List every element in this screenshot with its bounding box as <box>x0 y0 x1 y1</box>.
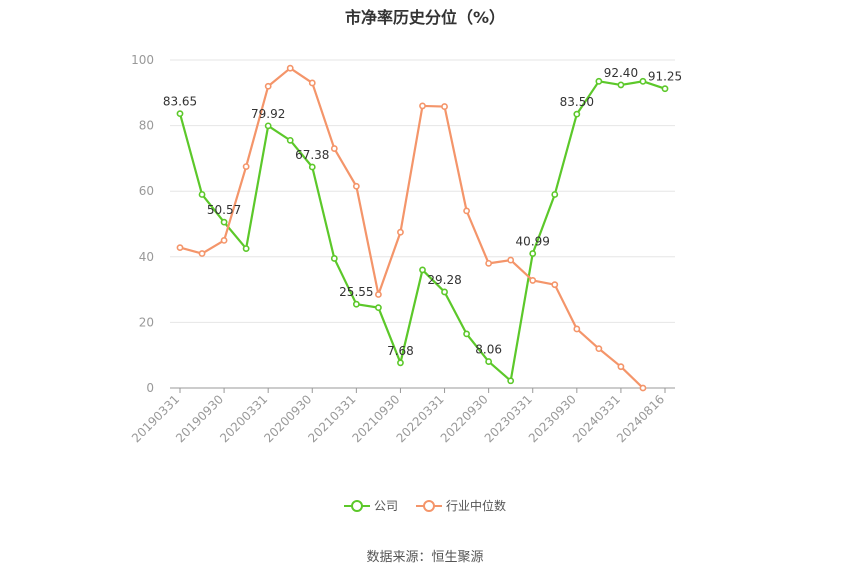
data-label: 83.65 <box>163 95 197 109</box>
data-point-industry <box>617 363 625 371</box>
data-point-industry <box>198 250 206 257</box>
data-point-company <box>639 77 647 85</box>
data-label: 79.92 <box>251 107 285 121</box>
series-line-industry <box>179 67 644 389</box>
data-point-industry <box>551 281 559 289</box>
legend: 公司 行业中位数 <box>0 497 850 514</box>
data-point-industry <box>463 207 470 215</box>
data-point-industry <box>397 228 404 236</box>
y-tick-label: 100 <box>131 53 154 67</box>
data-point-industry <box>220 236 228 244</box>
data-point-company <box>573 110 581 118</box>
data-point-company <box>595 77 603 85</box>
data-point-industry <box>529 277 537 284</box>
data-point-company <box>441 288 448 296</box>
y-tick-label: 80 <box>139 119 154 133</box>
data-point-industry <box>375 291 382 298</box>
y-tick-label: 0 <box>146 381 154 395</box>
data-point-company <box>485 358 493 365</box>
data-point-company <box>551 191 559 198</box>
data-point-industry <box>485 259 493 267</box>
data-point-company <box>220 218 228 226</box>
data-label: 67.38 <box>295 148 329 162</box>
data-point-company <box>661 85 669 93</box>
data-label: 7.68 <box>387 344 414 358</box>
data-point-company <box>242 245 250 252</box>
data-point-industry <box>573 325 581 333</box>
data-point-industry <box>176 244 184 252</box>
legend-swatch-company-icon <box>343 499 370 512</box>
data-source: 数据来源：恒生聚源 <box>366 550 484 565</box>
data-label: 8.06 <box>475 343 502 357</box>
series-line-company <box>178 80 666 382</box>
legend-label-company: 公司 <box>373 499 398 513</box>
y-tick-label: 40 <box>139 250 154 264</box>
data-point-company <box>507 377 515 385</box>
data-label: 50.57 <box>207 203 241 217</box>
data-point-company <box>264 122 272 130</box>
data-point-company <box>419 266 426 274</box>
data-label: 92.40 <box>604 66 638 80</box>
data-point-company <box>330 255 338 262</box>
y-tick-label: 20 <box>139 315 154 329</box>
legend-swatch-industry-icon <box>416 499 442 512</box>
data-point-company <box>352 300 360 308</box>
series-group <box>176 64 669 392</box>
data-point-company <box>286 136 294 144</box>
legend-label-industry: 行业中位数 <box>446 499 507 513</box>
data-labels: 83.65 50.57 79.92 67.38 25.55 7.68 29.28 8.06 40… <box>163 66 682 358</box>
data-point-industry <box>308 79 316 87</box>
data-point-industry <box>264 82 272 90</box>
data-point-industry <box>352 182 360 190</box>
data-point-industry <box>507 256 515 264</box>
grid-lines <box>170 59 675 323</box>
data-point-industry <box>286 64 294 72</box>
chart-title: 市净率历史分位（%） <box>344 8 506 27</box>
data-point-company <box>176 110 184 118</box>
data-point-company <box>308 163 316 171</box>
data-label: 29.28 <box>427 273 461 287</box>
data-point-company <box>375 304 382 312</box>
legend-item-industry[interactable]: 行业中位数 <box>416 497 506 514</box>
data-point-industry <box>441 103 448 110</box>
data-label: 40.99 <box>516 235 550 249</box>
data-label: 83.50 <box>560 95 594 109</box>
data-point-company <box>617 81 625 89</box>
data-point-industry <box>330 145 338 152</box>
data-point-industry <box>242 163 250 170</box>
data-point-industry <box>419 102 426 110</box>
data-point-company <box>529 250 537 257</box>
data-point-company <box>198 191 206 198</box>
x-tick-label: 20240816 <box>614 392 667 445</box>
data-point-industry <box>639 384 647 392</box>
y-tick-label: 60 <box>139 184 154 198</box>
data-point-company <box>463 330 470 338</box>
legend-item-company[interactable]: 公司 <box>343 497 398 514</box>
data-point-company <box>397 359 404 367</box>
data-point-industry <box>595 345 603 353</box>
data-label: 25.55 <box>339 285 373 299</box>
data-label: 91.25 <box>648 70 682 84</box>
